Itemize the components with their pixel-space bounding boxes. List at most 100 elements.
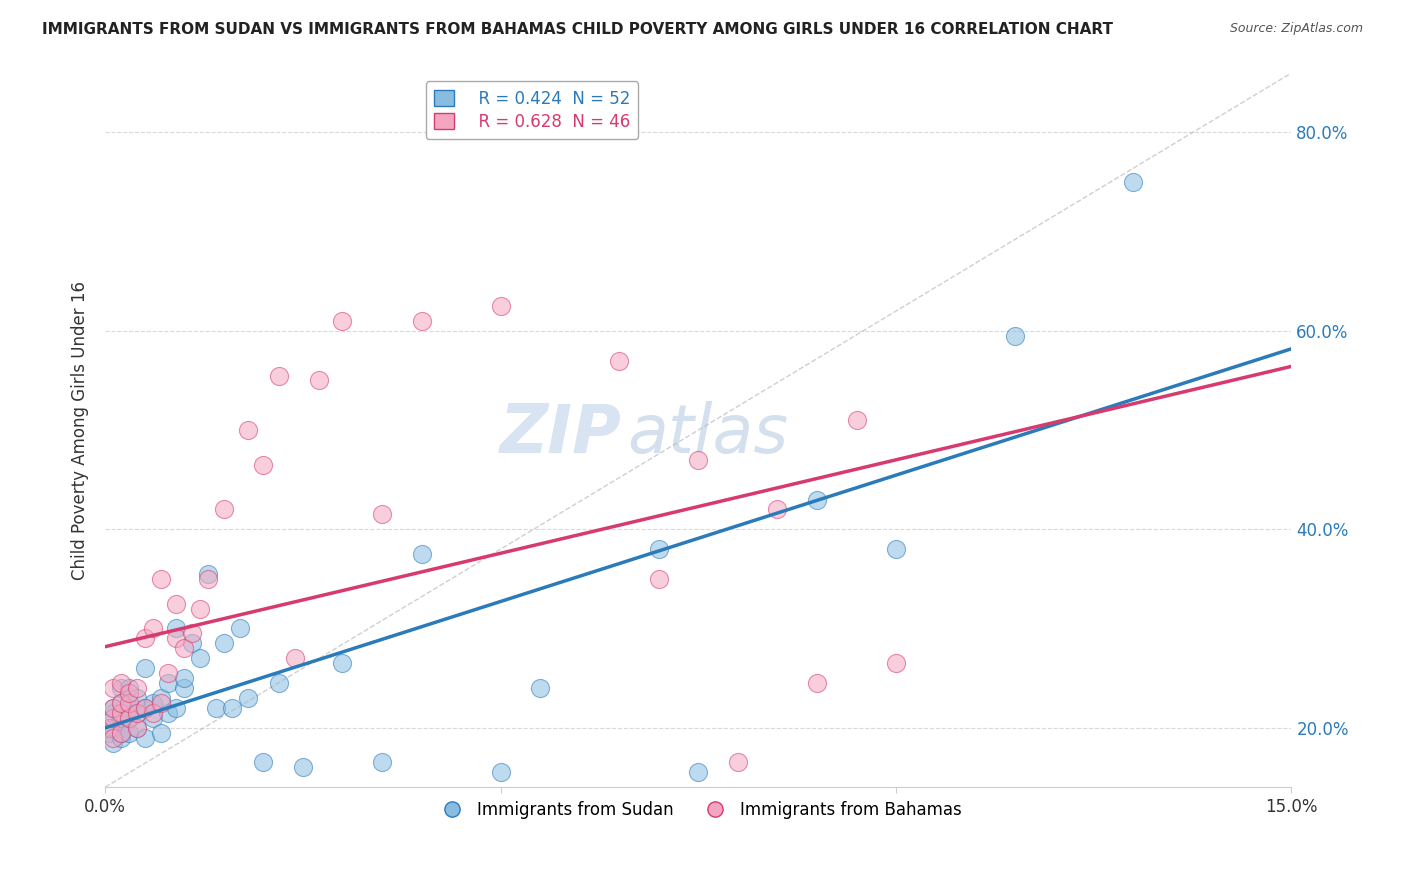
Point (205, 701, 228, 715)
Point (648, 542, 671, 557)
Point (252, 458, 274, 472)
Point (157, 666, 180, 681)
Point (252, 756, 274, 770)
Point (101, 706, 124, 720)
Point (125, 690, 148, 705)
Point (411, 314, 433, 328)
Point (157, 706, 180, 720)
Point (332, 314, 354, 328)
Point (188, 651, 211, 665)
Point (1122, 175, 1144, 189)
Point (727, 756, 749, 770)
Point (688, 765, 710, 780)
Point (212, 636, 235, 650)
Point (181, 636, 204, 650)
Point (118, 696, 141, 710)
Point (110, 706, 132, 720)
Point (101, 701, 124, 715)
Point (221, 701, 243, 715)
Point (181, 626, 204, 640)
Point (806, 492, 828, 507)
Point (98, 721, 121, 735)
Point (489, 299, 512, 313)
Point (284, 651, 307, 665)
Point (845, 413, 868, 427)
Point (529, 681, 551, 695)
Point (212, 502, 235, 516)
Point (125, 681, 148, 695)
Point (1004, 329, 1026, 343)
Point (101, 701, 124, 715)
Point (607, 353, 630, 368)
Point (110, 676, 132, 690)
Point (228, 622, 250, 636)
Point (134, 701, 156, 715)
Point (165, 622, 187, 636)
Point (110, 696, 132, 710)
Point (688, 453, 710, 467)
Point (142, 706, 165, 720)
Legend: Immigrants from Sudan, Immigrants from Bahamas: Immigrants from Sudan, Immigrants from B… (429, 794, 969, 825)
Point (118, 711, 141, 725)
Point (291, 760, 314, 774)
Point (142, 696, 165, 710)
Point (101, 721, 124, 735)
Point (110, 731, 132, 745)
Point (149, 725, 172, 739)
Text: ZIP: ZIP (499, 401, 621, 467)
Point (648, 572, 671, 586)
Point (236, 423, 259, 437)
Point (371, 508, 394, 522)
Point (118, 681, 141, 695)
Point (125, 706, 148, 720)
Point (110, 681, 132, 695)
Point (173, 671, 195, 685)
Point (173, 681, 195, 695)
Point (269, 676, 291, 690)
Point (157, 676, 180, 690)
Point (101, 711, 124, 725)
Point (766, 502, 789, 516)
Point (110, 711, 132, 725)
Point (125, 721, 148, 735)
Point (173, 641, 195, 656)
Point (98, 725, 121, 739)
Point (125, 721, 148, 735)
Point (165, 632, 187, 646)
Point (142, 622, 165, 636)
Point (269, 368, 291, 383)
Point (134, 701, 156, 715)
Point (118, 725, 141, 739)
Point (149, 696, 172, 710)
Point (134, 661, 156, 675)
Point (197, 572, 219, 586)
Point (489, 765, 512, 780)
Point (332, 656, 354, 670)
Point (236, 690, 259, 705)
Point (142, 711, 165, 725)
Point (101, 681, 124, 695)
Point (101, 731, 124, 745)
Point (149, 690, 172, 705)
Point (101, 735, 124, 749)
Point (884, 542, 907, 557)
Point (188, 601, 211, 615)
Point (118, 701, 141, 715)
Point (125, 706, 148, 720)
Point (806, 676, 828, 690)
Text: IMMIGRANTS FROM SUDAN VS IMMIGRANTS FROM BAHAMAS CHILD POVERTY AMONG GIRLS UNDER: IMMIGRANTS FROM SUDAN VS IMMIGRANTS FROM… (42, 22, 1114, 37)
Point (134, 632, 156, 646)
Point (371, 756, 394, 770)
Text: atlas: atlas (627, 401, 789, 467)
Point (165, 701, 187, 715)
Text: Source: ZipAtlas.com: Source: ZipAtlas.com (1230, 22, 1364, 36)
Point (884, 656, 907, 670)
Point (118, 686, 141, 700)
Y-axis label: Child Poverty Among Girls Under 16: Child Poverty Among Girls Under 16 (72, 281, 89, 580)
Point (134, 731, 156, 745)
Point (118, 711, 141, 725)
Point (110, 725, 132, 739)
Point (110, 725, 132, 739)
Point (165, 597, 187, 611)
Point (308, 374, 330, 388)
